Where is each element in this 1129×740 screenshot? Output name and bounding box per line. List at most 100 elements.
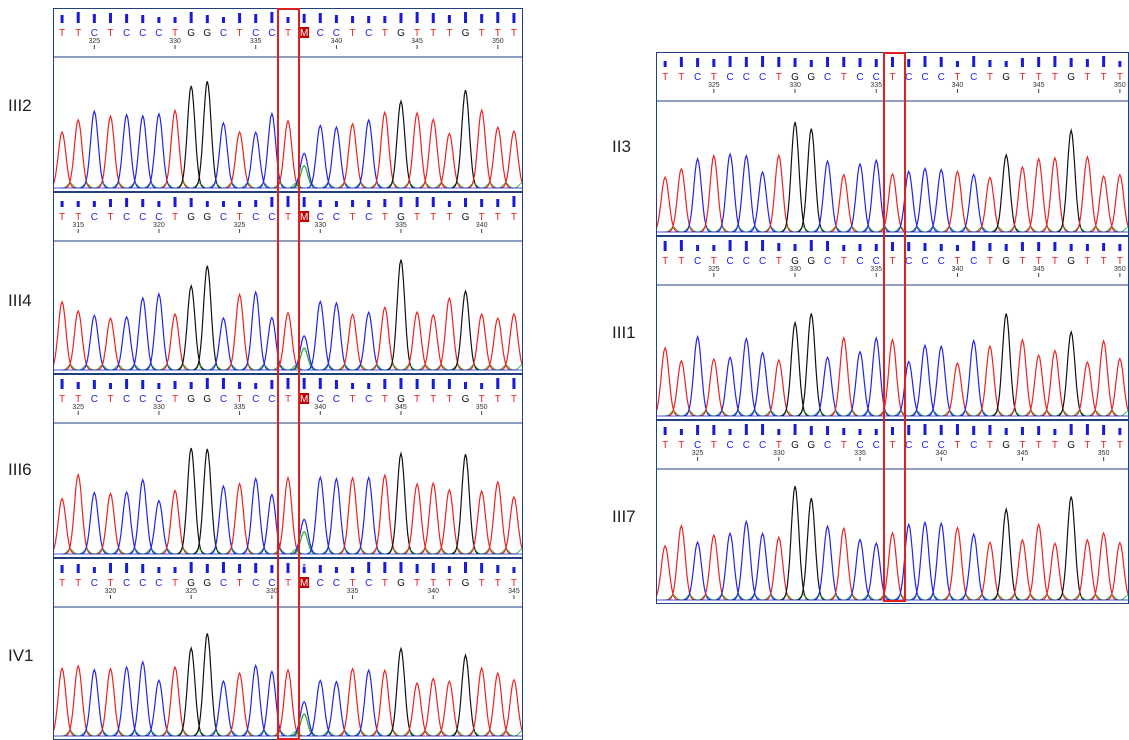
noise-peak [1020,410,1041,417]
base-call: C [123,394,130,405]
noise-peak [744,226,765,233]
quality-bar [221,562,225,573]
quality-bar [125,198,129,207]
noise-peak [125,730,145,737]
base-call: T [285,394,291,405]
quality-bar [480,563,484,573]
base-call: T [430,212,436,223]
peak-t [1089,531,1118,601]
base-call: G [397,28,405,39]
base-call: C [873,72,880,83]
base-call: T [495,394,501,405]
peak-g [1057,496,1085,601]
quality-bar [512,378,516,389]
peak-t [419,313,447,371]
peak-c [683,540,712,601]
peak-g [193,448,222,555]
peak-t [338,476,367,555]
base-call: T [776,440,782,451]
base-call: T [107,28,113,39]
base-call: G [203,394,211,405]
base-call: C [726,440,733,451]
noise-peak [173,730,193,737]
quality-bar [1118,61,1122,67]
variant-marker: * [302,12,306,22]
base-call: C [220,578,227,589]
peak-t [96,114,125,189]
peak-t [943,361,972,417]
position-tick: 335 [347,588,359,595]
quality-bar [480,383,484,389]
base-call: C [252,28,259,39]
peak-t [371,473,399,555]
base-call: G [1002,440,1010,451]
base-call: T [662,72,668,83]
peak-t [1106,357,1128,417]
peak-g [387,259,415,371]
peak-g [451,454,480,555]
base-call: T [382,28,388,39]
quality-bar [318,13,322,23]
base-call: T [172,212,178,223]
noise-peak [939,226,960,233]
base-call: T [1084,440,1090,451]
quality-bar [842,57,846,67]
peak-t [484,125,512,189]
base-call: G [187,578,195,589]
quality-bar [318,565,322,573]
base-call: T [711,440,717,451]
peak-t [700,153,728,233]
noise-peak [76,548,96,555]
noise-peak [793,226,813,233]
position-tick: 340 [935,450,947,457]
base-call: T [414,578,420,589]
quality-bar [809,426,813,435]
peak-c [959,532,988,601]
peak-c [290,518,318,555]
quality-bar [383,16,387,23]
peak-c [242,130,270,189]
quality-bar [221,378,225,389]
base-call: T [495,212,501,223]
quality-bar [76,201,80,207]
quality-bar [334,201,338,207]
quality-bar [447,201,451,207]
quality-bar [679,240,683,251]
quality-bar [334,15,338,23]
quality-bar [270,565,274,573]
noise-peak [1037,226,1057,233]
base-call: C [970,72,977,83]
peak-g [387,451,415,555]
peak-a [291,713,317,737]
noise-peak [825,594,846,601]
peak-t [1041,348,1069,417]
base-call: C [905,440,912,451]
base-call: C [726,256,733,267]
base-call: T [954,72,960,83]
quality-bar [205,15,209,23]
quality-bar [415,564,419,573]
quality-bar [367,200,371,207]
base-call: T [495,28,501,39]
quality-bar [728,56,732,67]
base-call: C [970,440,977,451]
peak-t [1106,541,1128,601]
noise-peak [367,730,387,737]
quality-bar [696,58,700,67]
noise-peak [76,730,96,737]
quality-bar [988,243,992,251]
quality-bar [270,197,274,207]
position-tick: 330 [266,588,278,595]
base-call: T [954,256,960,267]
peak-t [64,118,92,189]
quality-bar [955,424,959,435]
peak-t [1073,538,1102,601]
peak-t [500,312,522,371]
noise-peak [173,548,193,555]
base-call: T [678,440,684,451]
peak-t [1041,541,1069,601]
noise-peak [1004,226,1025,233]
position-tick: 340 [427,588,439,595]
base-call: C [694,256,701,267]
base-call: C [317,394,324,405]
